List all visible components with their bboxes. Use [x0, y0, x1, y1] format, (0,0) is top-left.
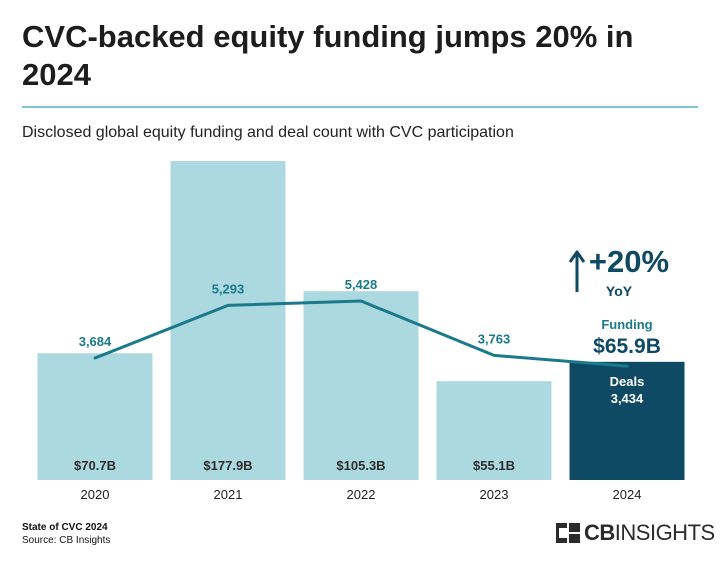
callout-2024: +20% YoY Funding $65.9B Deals 3,434 [568, 244, 669, 406]
cb-logo-mark-icon [556, 523, 580, 543]
report-name: State of CVC 2024 [22, 522, 108, 533]
up-arrow-icon [568, 250, 586, 292]
bar-2024 [569, 361, 685, 480]
logo-wordmark: CBINSIGHTS [584, 520, 715, 546]
callout-deals-label: Deals [610, 374, 645, 389]
bar-2023 [436, 381, 552, 480]
bar-value-label-2020: $70.7B [74, 458, 116, 473]
bar-value-label-2021: $177.9B [203, 458, 252, 473]
x-tick-label-2024: 2024 [613, 487, 642, 502]
bar-series: $70.7B $177.9B $105.3B $55.1B [37, 161, 685, 480]
callout-change: +20% [589, 244, 669, 279]
source-note: Source: CB Insights [22, 535, 111, 546]
bar-2022 [303, 291, 419, 480]
callout-funding-label: Funding [601, 317, 652, 332]
bar-value-label-2022: $105.3B [336, 458, 385, 473]
deals-line-series: 3,684 5,293 5,428 3,763 [79, 277, 629, 368]
callout-period: YoY [606, 283, 633, 299]
cb-insights-logo: CBINSIGHTS [556, 520, 715, 546]
x-tick-label-2021: 2021 [214, 487, 243, 502]
x-axis: 2020 2021 2022 2023 2024 [81, 487, 642, 502]
deals-value-label-2020: 3,684 [79, 334, 112, 349]
chart-subtitle: Disclosed global equity funding and deal… [22, 124, 514, 141]
callout-deals-value: 3,434 [611, 391, 644, 406]
bar-2020 [37, 353, 153, 480]
x-tick-label-2020: 2020 [81, 487, 110, 502]
bar-value-label-2023: $55.1B [473, 458, 515, 473]
title-divider [22, 106, 698, 108]
deals-value-label-2021: 5,293 [212, 281, 245, 296]
chart-canvas: $70.7B $177.9B $105.3B $55.1B 3,684 5,293 5,4… [37, 161, 685, 502]
callout-funding-value: $65.9B [593, 335, 661, 358]
chart-title: CVC-backed equity funding jumps 20% in 2… [22, 19, 634, 92]
deals-value-label-2023: 3,763 [478, 331, 511, 346]
logo-wordmark-light: INSIGHTS [614, 520, 715, 545]
x-tick-label-2022: 2022 [347, 487, 376, 502]
logo-wordmark-bold: CB [584, 520, 615, 545]
x-tick-label-2023: 2023 [480, 487, 509, 502]
deals-value-label-2022: 5,428 [345, 277, 378, 292]
